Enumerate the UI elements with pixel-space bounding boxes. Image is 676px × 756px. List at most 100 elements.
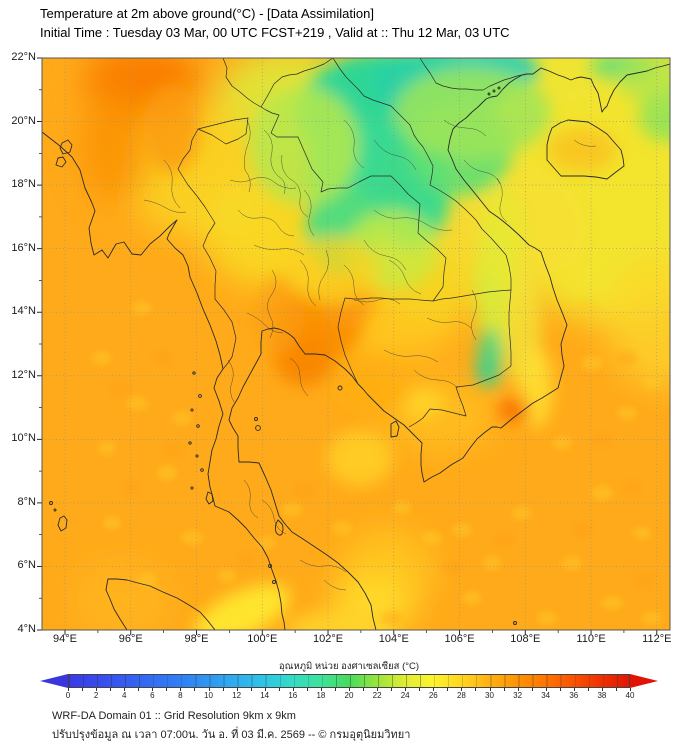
colorbar: 0 2 4 6 8 10 12 14 16 18 20 22 24 26 28 30 32 34 36 38 40 <box>40 674 658 700</box>
footer-update-info: ปรับปรุงข้อมูล ณ เวลา 07:00น. วัน อ. ที่… <box>52 729 411 741</box>
colorbar-tick-mark <box>208 688 210 691</box>
colorbar-tick-value: 2 <box>93 691 99 700</box>
colorbar-tick-value: 0 <box>65 691 71 700</box>
colorbar-tick-value: 22 <box>372 691 382 700</box>
lon-tick-label: 106°E <box>444 633 475 645</box>
colorbar-tick-mark <box>545 688 547 691</box>
colorbar-tick-mark <box>110 688 112 691</box>
lon-tick-label: 110°E <box>576 633 606 645</box>
temperature-field-blobs <box>70 58 670 630</box>
hainan-island <box>546 119 625 180</box>
colorbar-tick-value: 24 <box>400 691 410 700</box>
colorbar-tick-value: 18 <box>316 691 326 700</box>
colorbar-tick-value: 34 <box>541 691 551 700</box>
colorbar-tick-mark <box>573 688 575 691</box>
colorbar-tick-value: 10 <box>204 691 213 700</box>
colorbar-tick-mark <box>250 688 252 691</box>
lon-tick-label: 98°E <box>184 633 209 645</box>
colorbar-tick-mark <box>320 688 322 691</box>
lat-tick-label: 8°N <box>17 495 36 508</box>
colorbar-tick-mark <box>68 688 69 691</box>
colorbar-tick-value: 30 <box>485 691 494 700</box>
colorbar-tick-mark <box>489 688 491 691</box>
colorbar-tick-mark <box>194 688 196 691</box>
colorbar-tick-mark <box>630 688 631 691</box>
lat-tick-label: 22°N <box>11 51 36 63</box>
lon-tick-label: 100°E <box>247 633 278 645</box>
colorbar-tick-value: 16 <box>288 691 298 700</box>
colorbar-tick-value: 14 <box>260 691 270 700</box>
lon-tick-label: 108°E <box>510 633 541 645</box>
colorbar-tick-mark <box>475 688 477 691</box>
colorbar-tick-mark <box>615 688 617 691</box>
colorbar-tick-mark <box>601 688 603 691</box>
colorbar-gradient <box>68 674 630 688</box>
lon-tick-label: 104°E <box>378 633 409 645</box>
footer-domain-info: WRF-DA Domain 01 :: Grid Resolution 9km … <box>52 710 296 722</box>
colorbar-tick-value: 12 <box>232 691 242 700</box>
colorbar-tick-mark <box>447 688 449 691</box>
colorbar-tick-mark <box>461 688 463 691</box>
lon-tick-label: 96°E <box>118 633 143 645</box>
gridlines <box>42 58 670 630</box>
colorbar-tick-value: 36 <box>569 691 579 700</box>
colorbar-tick-mark <box>152 688 154 691</box>
colorbar-tick-mark <box>278 688 280 691</box>
phu-quoc-island <box>390 420 400 438</box>
colorbar-tick-mark <box>419 688 421 691</box>
colorbar-tick-mark <box>363 688 365 691</box>
lat-tick-label: 4°N <box>17 623 36 635</box>
colorbar-tick-mark <box>166 688 168 691</box>
latitude-axis: 22°N 20°N 18°N 16°N 14°N 12°N 10°N 8°N 6°N 4°N <box>0 0 40 756</box>
lat-tick-label: 20°N <box>11 114 36 127</box>
map-plot-area <box>37 57 671 635</box>
colorbar-tick-value: 40 <box>625 691 635 700</box>
colorbar-tick-value: 26 <box>428 691 438 700</box>
colorbar-tick-mark <box>82 688 84 691</box>
colorbar-tick-mark <box>334 688 336 691</box>
colorbar-tick-mark <box>306 688 308 691</box>
colorbar-tick-mark <box>96 688 98 691</box>
colorbar-tick-value: 28 <box>456 691 466 700</box>
lat-tick-label: 14°N <box>11 305 36 318</box>
colorbar-tick-mark <box>138 688 140 691</box>
province-borders <box>143 119 597 591</box>
colorbar-tick-mark <box>433 688 435 691</box>
page-title: Temperature at 2m above ground(°C) - [Da… <box>40 6 374 21</box>
lon-tick-label: 112°E <box>642 633 672 645</box>
colorbar-tick-mark <box>349 688 350 691</box>
sumatra-coast <box>105 578 216 630</box>
coastlines <box>42 63 670 630</box>
colorbar-tick-mark <box>180 688 182 691</box>
phuket-island <box>205 491 214 505</box>
colorbar-tick-mark <box>236 688 238 691</box>
lon-tick-label: 102°E <box>312 633 344 645</box>
colorbar-tick-mark <box>531 688 533 691</box>
colorbar-tick-mark <box>377 688 379 691</box>
lat-tick-label: 6°N <box>17 559 36 572</box>
colorbar-tick-value: 4 <box>121 691 127 700</box>
colorbar-tick-mark <box>503 688 505 691</box>
colorbar-tick-mark <box>559 688 561 691</box>
axis-ticks <box>37 57 658 635</box>
colorbar-tick-value: 38 <box>597 691 607 700</box>
colorbar-label: อุณหภูมิ หน่วย องศาเซลเซียส (°C) <box>278 661 420 672</box>
colorbar-tick-mark <box>292 688 294 691</box>
colorbar-right-arrow <box>630 674 658 688</box>
colorbar-left-arrow <box>40 674 68 688</box>
lat-tick-label: 10°N <box>11 432 36 445</box>
colorbar-tick-mark <box>587 688 589 691</box>
sea-mottle-dark <box>110 351 653 625</box>
country-borders <box>177 58 523 428</box>
lat-tick-label: 16°N <box>11 241 36 254</box>
page-subtitle: Initial Time : Tuesday 03 Mar, 00 UTC FC… <box>40 25 510 40</box>
colorbar-tick-mark <box>405 688 407 691</box>
colorbar-tick-mark <box>517 688 519 691</box>
songkhla-lake <box>274 519 284 536</box>
colorbar-tick-value: 8 <box>178 691 183 700</box>
map-border <box>41 57 671 631</box>
colorbar-tick-mark <box>264 688 266 691</box>
lat-tick-label: 12°N <box>11 368 36 381</box>
